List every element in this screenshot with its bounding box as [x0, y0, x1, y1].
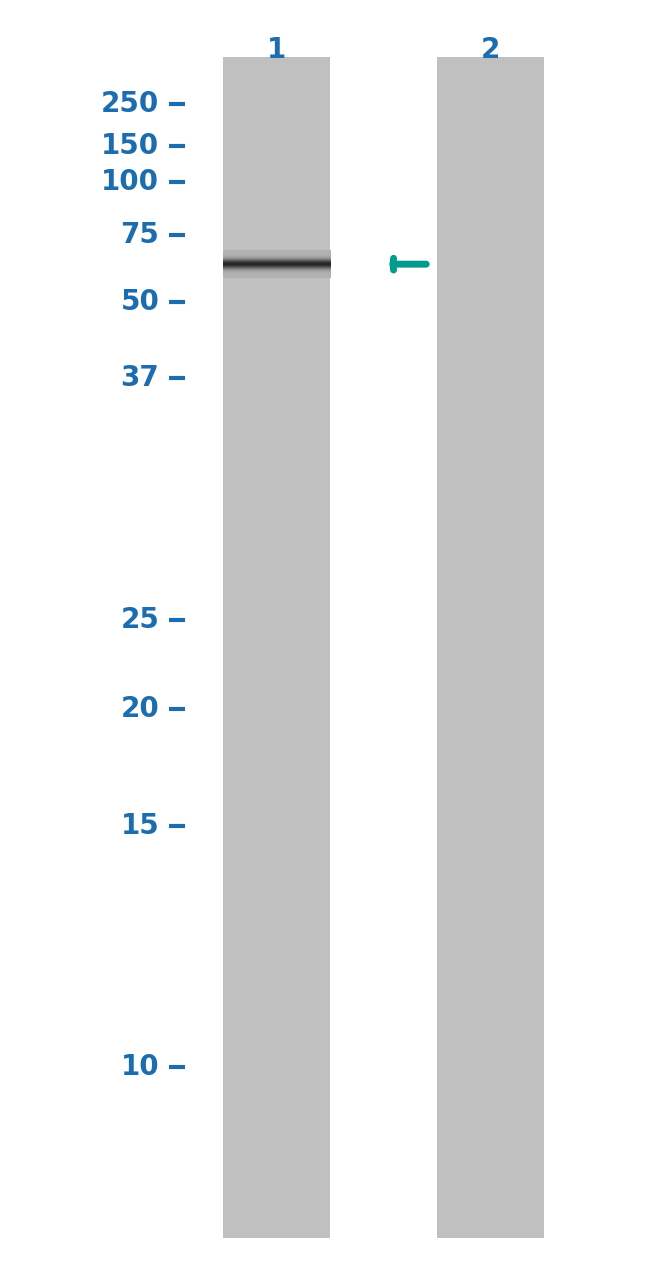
Text: 2: 2 — [481, 36, 500, 64]
Text: 10: 10 — [121, 1053, 159, 1081]
Bar — [437, 57, 545, 1238]
Text: 1: 1 — [266, 36, 286, 64]
Text: 75: 75 — [120, 221, 159, 249]
Text: 37: 37 — [120, 364, 159, 392]
Text: 20: 20 — [120, 695, 159, 723]
Text: 250: 250 — [101, 90, 159, 118]
Bar — [222, 57, 330, 1238]
Text: 100: 100 — [101, 168, 159, 196]
Text: 25: 25 — [120, 606, 159, 634]
Text: 50: 50 — [120, 288, 159, 316]
Text: 150: 150 — [101, 132, 159, 160]
Text: 15: 15 — [120, 812, 159, 839]
